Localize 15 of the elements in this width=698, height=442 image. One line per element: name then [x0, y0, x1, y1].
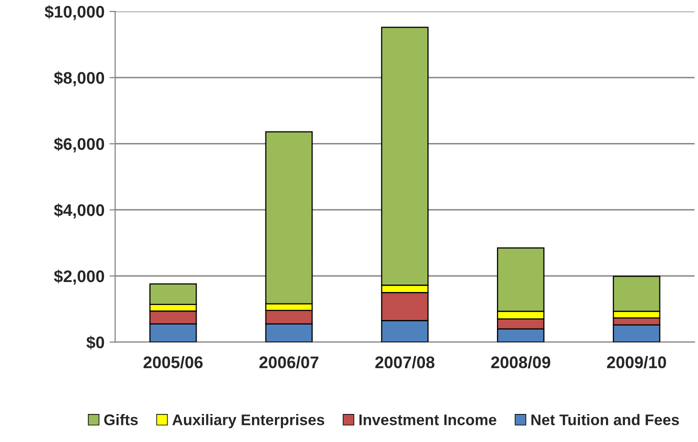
y-tick-label: $6,000 [54, 137, 104, 152]
x-tick-label: 2007/08 [375, 356, 434, 368]
y-tick-label: $4,000 [54, 204, 104, 218]
legend-label: Investment Income [359, 414, 496, 426]
y-tick-label: $8,000 [54, 71, 104, 86]
legend-label: Auxiliary Enterprises [172, 414, 324, 428]
x-tick-label: 2005/06 [144, 356, 203, 368]
x-tick-label: 2006/07 [259, 356, 318, 368]
y-tick-label: $0 [86, 336, 104, 350]
y-tick-label: $10,000 [44, 5, 104, 20]
legend-label: Net Tuition and Fees [531, 414, 679, 426]
legend-label: Gifts [104, 414, 138, 426]
y-tick-label: $2,000 [54, 270, 104, 285]
x-tick-label: 2008/09 [491, 356, 550, 368]
x-tick-label: 2009/10 [607, 356, 666, 368]
